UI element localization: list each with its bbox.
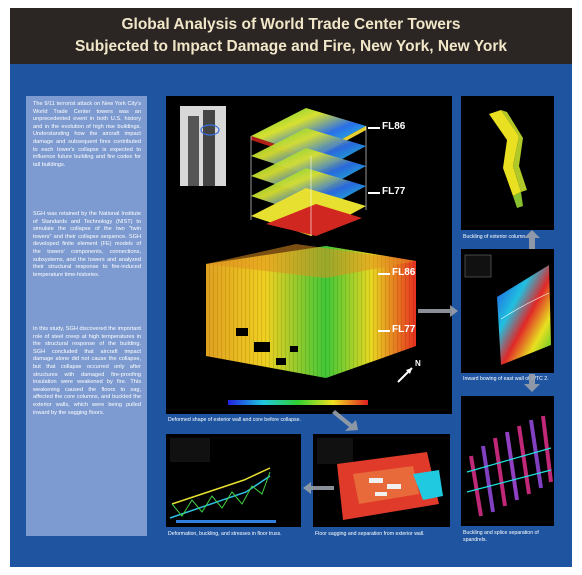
spandrel-figure <box>461 396 554 526</box>
poster-title: Global Analysis of World Trade Center To… <box>10 14 572 58</box>
floor-sagging-caption: Floor sagging and separation from exteri… <box>315 531 425 537</box>
main-figure-caption: Deformed shape of exterior wall and core… <box>168 417 301 423</box>
exterior-wall-model <box>206 244 416 378</box>
title-line-1: Global Analysis of World Trade Center To… <box>121 16 461 33</box>
title-bar: Global Analysis of World Trade Center To… <box>10 8 572 64</box>
floor-slab-stack <box>250 108 367 236</box>
floor-sagging-figure <box>313 434 450 527</box>
fl77-label-lower: FL77 <box>392 324 416 335</box>
fl77-label-upper: FL77 <box>382 186 406 197</box>
intro-paragraph-1: The 9/11 terrorist attack on New York Ci… <box>33 101 141 168</box>
main-model-drawing <box>180 106 416 405</box>
main-model-figure: FL86 FL77 FL86 FL77 N <box>166 96 452 414</box>
spandrel-caption: Buckling and splice separation of spandr… <box>463 530 539 543</box>
fl86-label-lower: FL86 <box>392 267 416 278</box>
intro-paragraph-3: In this study, SGH discovered the import… <box>33 326 141 416</box>
floor-truss-caption: Deformation, buckling, and stresses in f… <box>168 531 282 537</box>
wall-bowing-figure <box>461 249 554 373</box>
floor-truss-figure <box>166 434 301 527</box>
column-buckling-caption: Buckling of exterior column. <box>463 234 527 240</box>
title-line-2: Subjected to Impact Damage and Fire, New… <box>74 38 508 55</box>
north-label: N <box>415 359 421 368</box>
color-scale-bar <box>228 400 368 405</box>
intro-text-box <box>26 96 147 536</box>
column-buckling-figure <box>461 96 554 230</box>
fl86-label-upper: FL86 <box>382 121 406 132</box>
intro-paragraph-2: SGH was retained by the National Institu… <box>33 211 141 278</box>
wall-bowing-caption: Inward bowing of east wall of WTC 2. <box>463 376 549 382</box>
